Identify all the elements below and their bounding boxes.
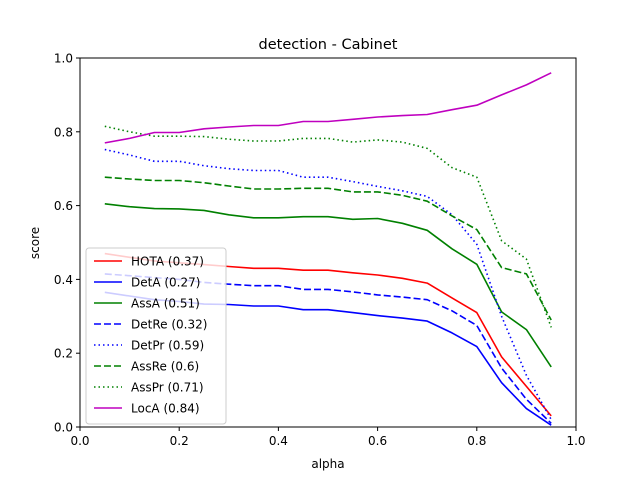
y-tick-label: 0.0: [54, 421, 73, 435]
legend-label: LocA (0.84): [131, 402, 200, 416]
chart-title: detection - Cabinet: [259, 37, 398, 53]
x-tick-label: 0.6: [368, 434, 387, 448]
axis-ticks: 0.0 0.2 0.4 0.6 0.8 1.0 0.0 0.2 0.4 0.6 0.8 1.0: [54, 52, 586, 449]
x-axis-label: alpha: [311, 457, 344, 471]
legend-label: DetPr (0.59): [131, 339, 204, 353]
legend-label: AssRe (0.6): [131, 360, 199, 374]
legend-label: DetA (0.27): [131, 276, 200, 290]
y-tick-label: 0.2: [54, 347, 73, 361]
x-tick-label: 0.2: [170, 434, 189, 448]
y-tick-label: 0.8: [54, 125, 73, 139]
x-tick-label: 0.0: [70, 434, 89, 448]
x-tick-label: 0.4: [269, 434, 288, 448]
series-line-detpr: [104, 148, 552, 420]
y-tick-label: 0.4: [54, 273, 73, 287]
series-line-assre: [104, 176, 552, 321]
x-tick-label: 1.0: [566, 434, 585, 448]
plot-area-frame: [79, 57, 577, 428]
series-line-asspr: [104, 125, 552, 328]
legend-label: HOTA (0.37): [131, 255, 204, 269]
legend-label: AssPr (0.71): [131, 381, 204, 395]
legend-label: AssA (0.51): [131, 297, 200, 311]
y-axis-label: score: [28, 227, 42, 259]
legend: HOTA (0.37) DetA (0.27) AssA (0.51) DetRe (…: [85, 247, 227, 425]
series-line-loca: [104, 72, 552, 144]
legend-label: DetRe (0.32): [131, 318, 207, 332]
x-tick-label: 0.8: [467, 434, 486, 448]
y-tick-label: 1.0: [54, 52, 73, 66]
legend-box: [85, 247, 227, 425]
y-tick-label: 0.6: [54, 199, 73, 213]
series-line-assa: [104, 203, 552, 368]
